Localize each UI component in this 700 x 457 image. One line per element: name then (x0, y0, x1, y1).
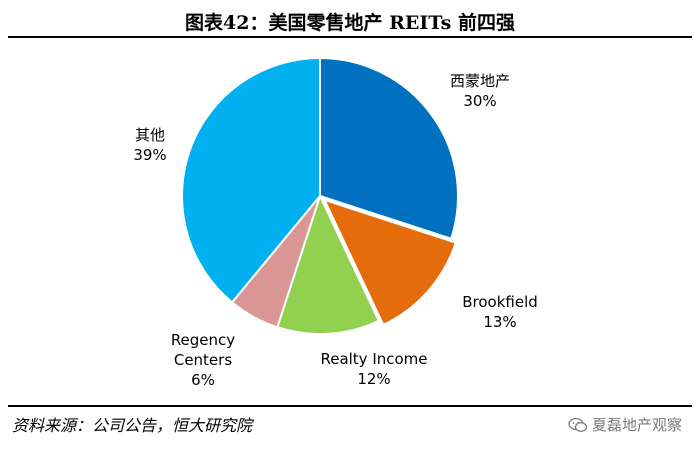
source-note: 资料来源：公司公告，恒大研究院 (12, 416, 253, 435)
watermark: 夏磊地产观察 (568, 414, 682, 435)
slice-name-label-3-1: Centers (174, 351, 232, 369)
slice-value-label-0: 30% (463, 92, 496, 110)
slice-name-label-4-0: 其他 (135, 126, 165, 144)
slice-value-label-1: 13% (483, 313, 516, 331)
wechat-icon (568, 417, 588, 432)
slice-value-label-4: 39% (133, 146, 166, 164)
pie-slice-2 (276, 193, 381, 335)
bottom-rule (8, 405, 692, 407)
slice-value-label-3: 6% (191, 371, 215, 389)
pie-slice-1 (322, 198, 458, 327)
slice-name-label-3-0: Regency (171, 331, 235, 349)
watermark-text: 夏磊地产观察 (591, 416, 682, 434)
pie-slice-4 (181, 56, 321, 304)
top-rule (8, 36, 692, 38)
pie-slice-0 (319, 56, 459, 240)
chart-title: 图表42：美国零售地产 REITs 前四强 (185, 12, 515, 34)
slice-value-label-2: 12% (357, 370, 390, 388)
slice-name-label-2-0: Realty Income (320, 350, 427, 368)
slice-name-label-1-0: Brookfield (462, 293, 538, 311)
slice-name-label-0-0: 西蒙地产 (450, 72, 510, 90)
